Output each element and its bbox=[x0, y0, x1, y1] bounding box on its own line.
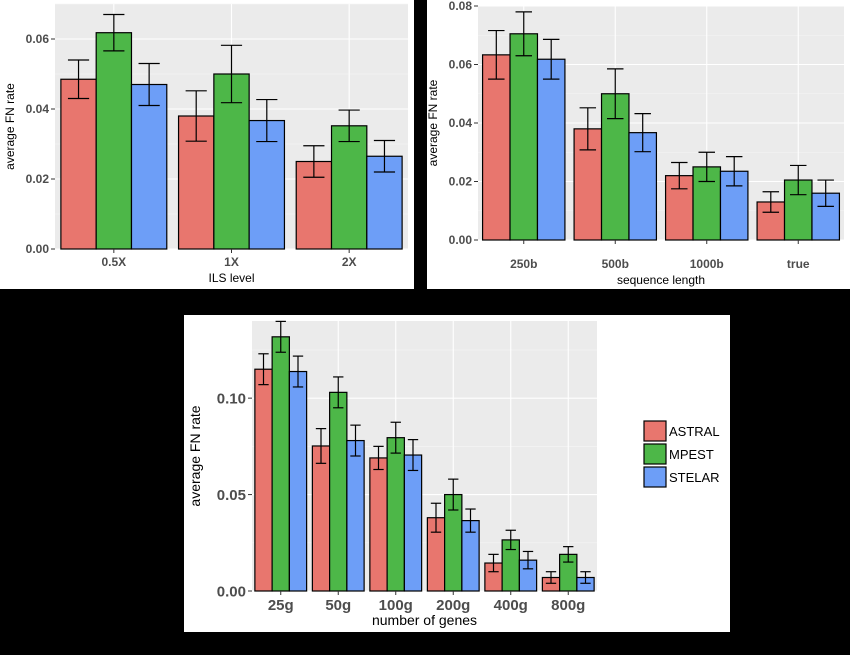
x-axis-label: ILS level bbox=[208, 271, 254, 285]
y-tick-label: 0.00 bbox=[26, 242, 50, 256]
bar-mpest-25g bbox=[271, 336, 290, 592]
y-tick-label: 0.05 bbox=[217, 487, 246, 504]
y-tick-label: 0.02 bbox=[449, 175, 473, 189]
x-axis-label: sequence length bbox=[617, 273, 705, 287]
bar-chart-ils-level: 0.00 0.02 0.04 0.06 0.5X 1X 2X ILS level average… bbox=[3, 3, 408, 285]
y-tick-label: 0.06 bbox=[449, 58, 473, 72]
plot-background bbox=[252, 321, 597, 591]
y-axis-label: average FN rate bbox=[187, 405, 203, 506]
bar-stelar-50g bbox=[346, 439, 365, 592]
x-tick-label: true bbox=[787, 257, 810, 271]
x-tick-label: 50g bbox=[325, 597, 351, 614]
x-tick-label: 500b bbox=[602, 257, 629, 271]
x-axis-label: number of genes bbox=[372, 612, 477, 628]
bar-mpest-0.5x bbox=[95, 32, 133, 250]
y-tick-label: 0.00 bbox=[449, 233, 473, 247]
chart-panel-ils: 0.00 0.02 0.04 0.06 0.5X 1X 2X ILS level average… bbox=[0, 0, 414, 289]
y-tick-label: 0.04 bbox=[449, 116, 473, 130]
x-tick-label: 800g bbox=[551, 597, 585, 614]
x-tick-label: 400g bbox=[494, 597, 528, 614]
legend-label-stelar: STELAR bbox=[669, 470, 720, 485]
bar-chart-number-of-genes: 0.00 0.05 0.10 25g 50g 100g 200g 400g 800g number… bbox=[187, 320, 597, 628]
legend-svg: ASTRAL MPEST STELAR bbox=[643, 420, 720, 488]
x-tick-label: 1000b bbox=[690, 257, 724, 271]
y-tick-label: 0.10 bbox=[217, 390, 246, 407]
legend-swatch-stelar bbox=[643, 466, 667, 488]
y-tick-label: 0.08 bbox=[449, 0, 473, 13]
bar-astral-100g bbox=[369, 457, 388, 592]
x-tick-label: 100g bbox=[379, 597, 413, 614]
y-tick-label: 0.00 bbox=[217, 583, 246, 600]
y-axis-label: average FN rate bbox=[3, 83, 17, 170]
y-tick-label: 0.06 bbox=[26, 32, 50, 46]
bar-mpest-50g bbox=[329, 391, 348, 592]
chart-panel-number-of-genes: 0.00 0.05 0.10 25g 50g 100g 200g 400g 800g number… bbox=[184, 315, 730, 632]
legend-swatch-mpest bbox=[643, 443, 667, 465]
y-tick-label: 0.02 bbox=[26, 172, 50, 186]
legend-label-mpest: MPEST bbox=[669, 447, 714, 462]
x-tick-label: 1X bbox=[224, 255, 239, 269]
y-tick-label: 0.04 bbox=[26, 102, 50, 116]
legend-label-astral: ASTRAL bbox=[669, 424, 720, 439]
bar-astral-0.5x bbox=[60, 78, 97, 250]
x-tick-label: 0.5X bbox=[101, 255, 126, 269]
bar-stelar-250b bbox=[536, 58, 566, 241]
bar-mpest-250b bbox=[509, 33, 539, 241]
bar-astral-250b bbox=[481, 54, 511, 241]
bar-stelar-100g bbox=[403, 454, 423, 592]
bar-astral-50g bbox=[311, 445, 331, 592]
bar-mpest-2x bbox=[330, 125, 368, 250]
bar-mpest-100g bbox=[386, 437, 405, 592]
x-tick-label: 200g bbox=[436, 597, 470, 614]
bar-chart-sequence-length: 0.00 0.02 0.04 0.06 0.08 250b 500b 1000b true seq… bbox=[427, 0, 844, 287]
bar-stelar-1x bbox=[248, 119, 286, 250]
legend: ASTRAL MPEST STELAR bbox=[636, 415, 726, 490]
x-tick-label: 250b bbox=[510, 257, 537, 271]
legend-swatch-astral bbox=[643, 420, 667, 442]
x-tick-label: 25g bbox=[268, 597, 294, 614]
bar-stelar-0.5x bbox=[130, 83, 168, 250]
bar-stelar-25g bbox=[288, 370, 308, 592]
y-axis-label: average FN rate bbox=[427, 79, 440, 166]
bar-astral-25g bbox=[254, 368, 273, 592]
chart-panel-sequence-length: 0.00 0.02 0.04 0.06 0.08 250b 500b 1000b true seq… bbox=[427, 0, 850, 289]
x-tick-label: 2X bbox=[342, 255, 357, 269]
